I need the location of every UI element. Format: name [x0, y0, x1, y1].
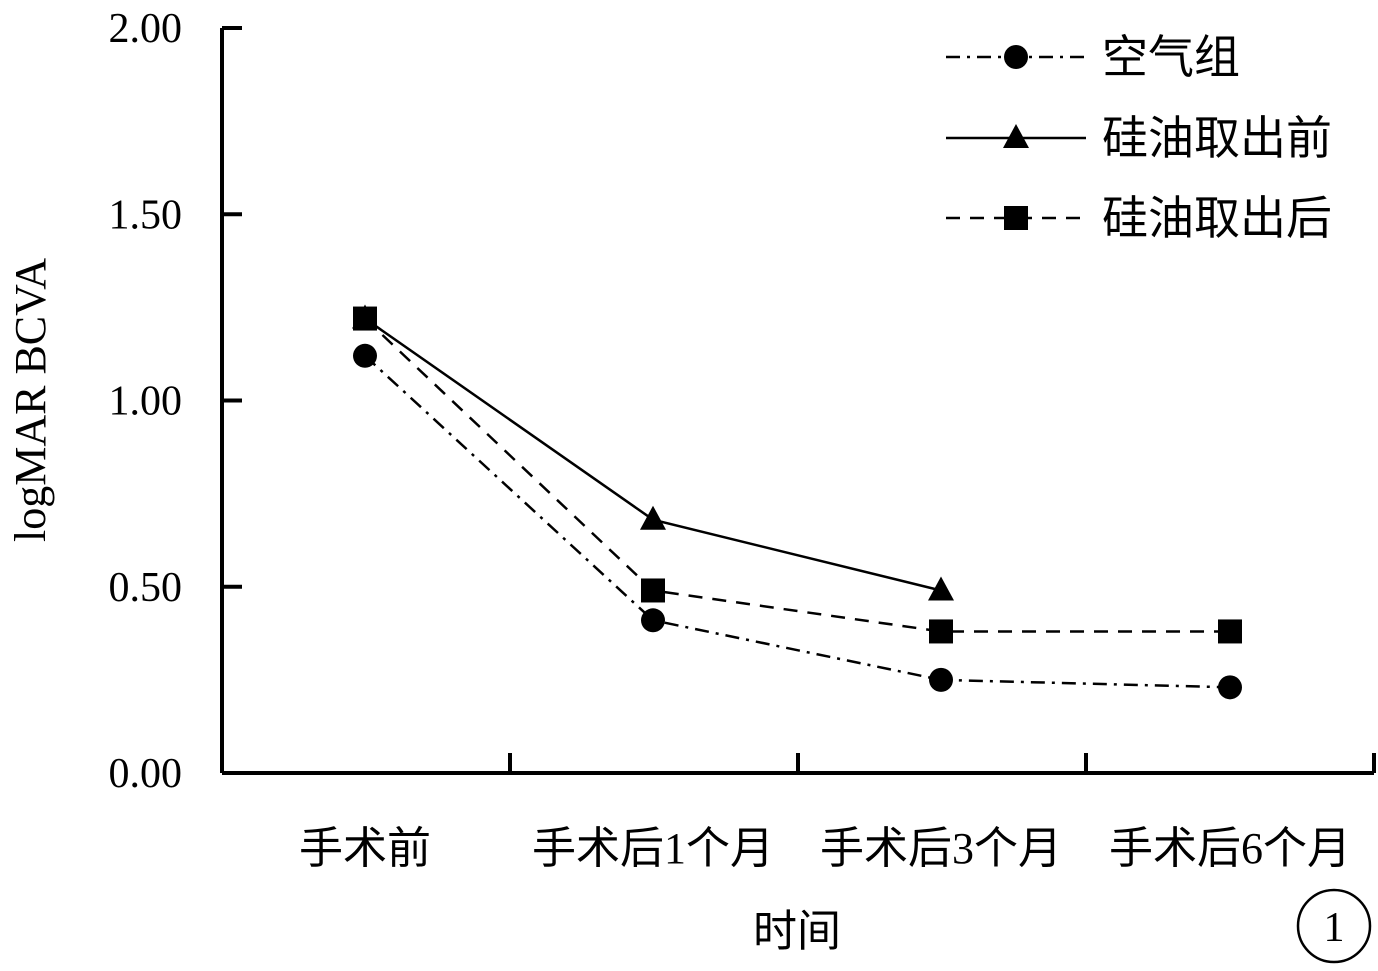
data-point-triangle: [1003, 124, 1029, 148]
series-line: [364, 354, 1231, 689]
y-tick-label: 2.00: [109, 6, 183, 52]
series-circle: [353, 343, 1242, 700]
data-point-circle: [353, 343, 377, 368]
legend-label: 硅油取出后: [1102, 193, 1332, 244]
data-point-circle: [1004, 45, 1028, 69]
data-point-square: [929, 619, 953, 644]
y-tick-label: 0.50: [109, 565, 183, 611]
panel-label: 1: [1296, 888, 1372, 964]
x-tick-label: 手术后1个月: [532, 824, 774, 873]
x-tick-label: 手术后6个月: [1109, 824, 1351, 873]
x-tick-label: 手术后3个月: [820, 824, 1062, 873]
x-tick-label: 手术前: [299, 824, 431, 873]
axes: 0.00 0.50 1.00 1.50 2.00 手术前 手术后1个月 手术后3个月 手术后6个…: [109, 6, 1376, 873]
series-line: [364, 317, 1230, 633]
y-tick-label: 1.50: [109, 192, 183, 238]
panel-label-number: 1: [1324, 905, 1345, 951]
data-point-triangle: [640, 505, 666, 530]
data-point-square: [1218, 619, 1242, 644]
data-point-circle: [929, 667, 953, 692]
legend-label: 硅油取出前: [1102, 113, 1332, 164]
legend-label: 空气组: [1102, 32, 1240, 83]
data-point-square: [1004, 206, 1028, 230]
data-point-square: [353, 306, 377, 331]
panel-label-circle: [1296, 888, 1372, 964]
legend-entry: 硅油取出前: [946, 113, 1332, 164]
y-axis-title: logMAR BCVA: [6, 258, 55, 542]
y-tick-label: 1.00: [109, 379, 183, 425]
series-square: [353, 306, 1242, 644]
data-point-triangle: [928, 576, 954, 601]
series-triangle: [352, 304, 954, 601]
y-tick-label: 0.00: [109, 751, 183, 797]
series-layer: [352, 304, 1242, 700]
data-point-circle: [641, 608, 665, 633]
data-point-circle: [1218, 675, 1242, 700]
data-point-square: [641, 578, 665, 603]
labels: logMAR BCVA 时间: [6, 258, 841, 956]
legend-entry: 硅油取出后: [946, 193, 1332, 244]
legend-entry: 空气组: [946, 32, 1240, 83]
x-axis-title: 时间: [753, 907, 841, 956]
series-line: [364, 317, 942, 592]
